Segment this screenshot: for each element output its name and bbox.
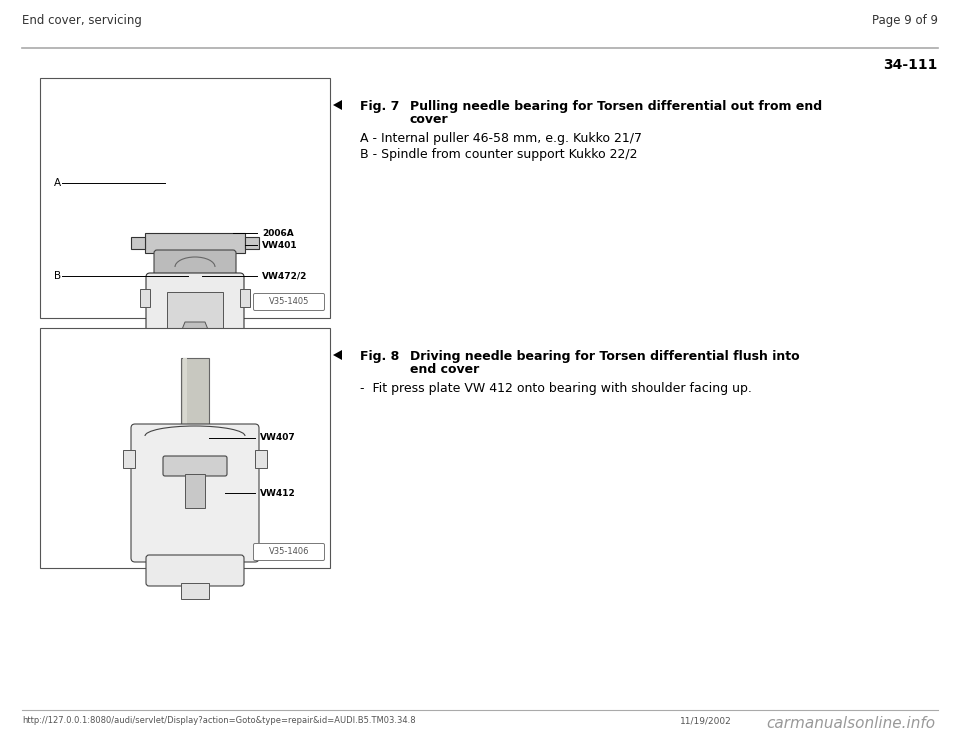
Text: B: B (54, 271, 61, 281)
Bar (185, 474, 205, 508)
Polygon shape (173, 322, 217, 352)
Text: -  Fit press plate VW 412 onto bearing with shoulder facing up.: - Fit press plate VW 412 onto bearing wi… (360, 382, 752, 395)
Bar (155, 253, 235, 269)
Polygon shape (333, 350, 342, 360)
FancyBboxPatch shape (145, 233, 245, 253)
Text: V35-1406: V35-1406 (269, 548, 309, 556)
Text: cover: cover (410, 113, 448, 126)
Text: Page 9 of 9: Page 9 of 9 (872, 14, 938, 27)
Bar (131, 237, 145, 249)
Text: Fig. 8: Fig. 8 (360, 350, 399, 363)
Bar (183, 358, 187, 503)
Bar (245, 237, 259, 249)
Text: Fig. 7: Fig. 7 (360, 100, 399, 113)
Bar (188, 278, 202, 328)
Bar (181, 358, 209, 503)
Bar (255, 450, 267, 468)
Bar (181, 583, 209, 599)
Text: B - Spindle from counter support Kukko 22/2: B - Spindle from counter support Kukko 2… (360, 148, 637, 161)
Polygon shape (333, 100, 342, 110)
FancyBboxPatch shape (131, 424, 259, 562)
Text: carmanualsonline.info: carmanualsonline.info (766, 716, 935, 731)
Text: Pulling needle bearing for Torsen differential out from end: Pulling needle bearing for Torsen differ… (410, 100, 822, 113)
FancyBboxPatch shape (163, 456, 227, 476)
Text: A - Internal puller 46-58 mm, e.g. Kukko 21/7: A - Internal puller 46-58 mm, e.g. Kukko… (360, 132, 642, 145)
Bar (40, 328, 330, 568)
Bar (123, 450, 135, 468)
Text: end cover: end cover (410, 363, 479, 376)
Bar (167, 292, 223, 352)
Text: 34-111: 34-111 (883, 58, 938, 72)
Bar (240, 289, 250, 307)
Text: http://127.0.0.1:8080/audi/servlet/Display?action=Goto&type=repair&id=AUDI.B5.TM: http://127.0.0.1:8080/audi/servlet/Displ… (22, 716, 416, 725)
Text: VW401: VW401 (262, 240, 298, 249)
Text: V35-1405: V35-1405 (269, 298, 309, 306)
FancyBboxPatch shape (253, 294, 324, 310)
Bar (40, 78, 330, 318)
Bar (140, 289, 150, 307)
Text: Driving needle bearing for Torsen differential flush into: Driving needle bearing for Torsen differ… (410, 350, 800, 363)
FancyBboxPatch shape (253, 543, 324, 560)
Text: VW407: VW407 (260, 433, 296, 442)
Text: 11/19/2002: 11/19/2002 (680, 716, 732, 725)
Text: End cover, servicing: End cover, servicing (22, 14, 142, 27)
FancyBboxPatch shape (154, 384, 236, 420)
Bar (186, 269, 204, 283)
Bar (181, 417, 209, 431)
Text: A: A (54, 178, 61, 188)
Text: 2006A: 2006A (262, 229, 294, 237)
FancyBboxPatch shape (146, 273, 244, 391)
FancyBboxPatch shape (146, 555, 244, 586)
Text: VW472/2: VW472/2 (262, 272, 307, 280)
FancyBboxPatch shape (154, 250, 236, 278)
Text: VW412: VW412 (260, 488, 296, 497)
